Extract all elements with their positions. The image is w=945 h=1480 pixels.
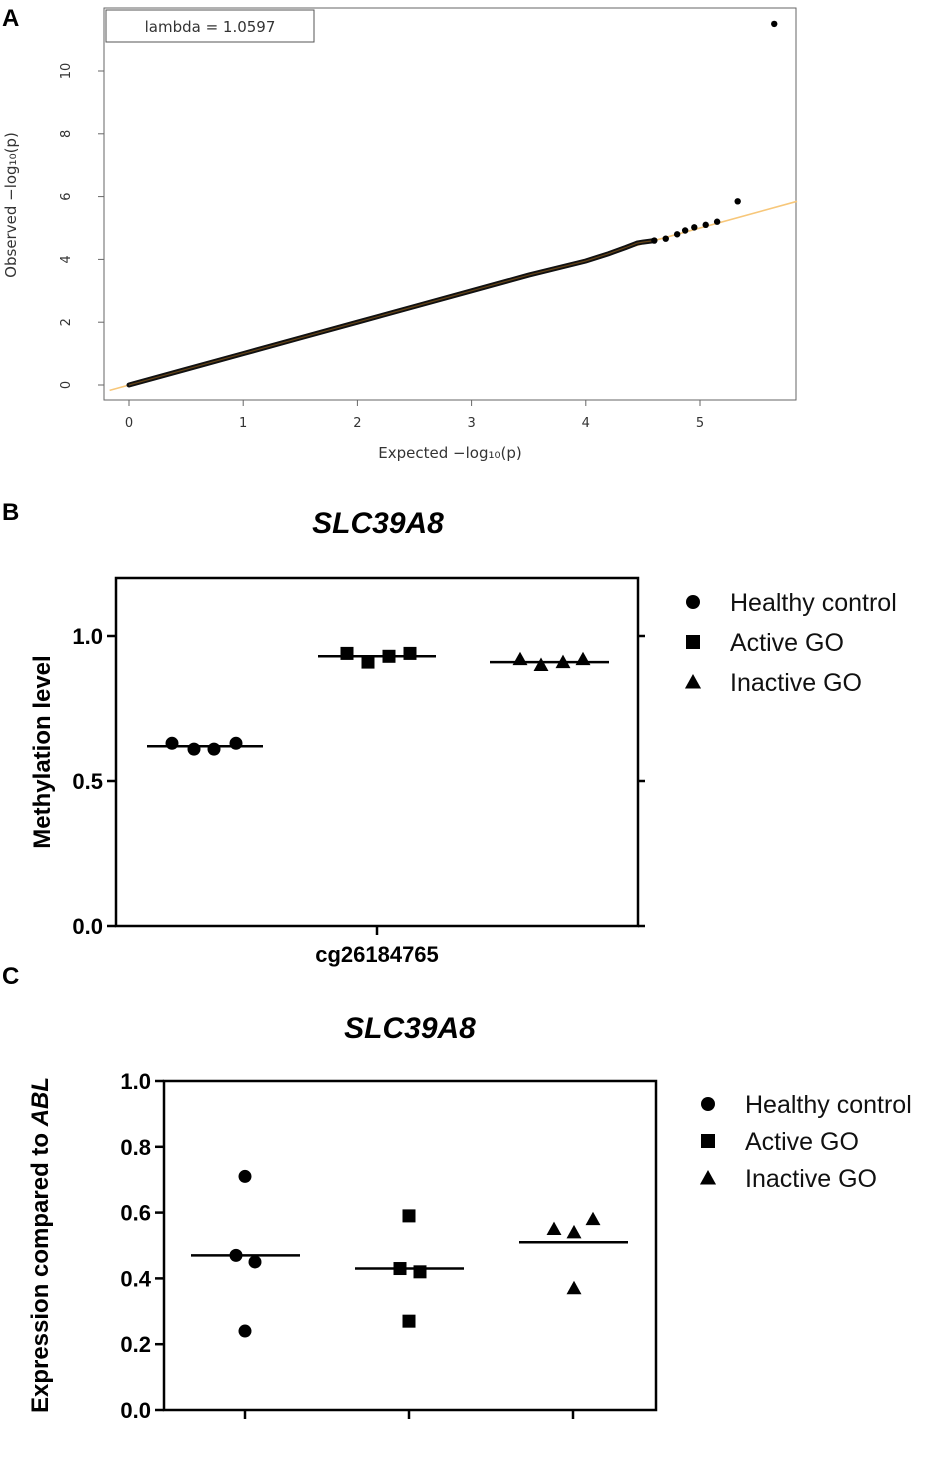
chart-b-title: SLC39A8 xyxy=(312,507,444,540)
square-marker xyxy=(361,655,375,669)
qq-y-label: Observed −log₁₀(p) xyxy=(2,132,20,278)
qq-point xyxy=(771,20,778,28)
qq-plot: 0 1 2 3 4 5 0 2 4 6 8 10 lambda = 1.0597 Expected … xyxy=(2,7,798,462)
triangle-marker xyxy=(566,1224,582,1239)
circle-marker xyxy=(229,736,243,750)
expression-plot: SLC39A8 0.0 0.2 0.4 0.6 0.8 1.0 Expression co… xyxy=(27,1012,912,1423)
qq-point xyxy=(662,235,669,242)
qq-y-tick-label: 0 xyxy=(59,381,74,389)
qq-x-tick-label: 3 xyxy=(467,416,475,431)
qq-x-tick-label: 2 xyxy=(353,416,361,431)
triangle-marker xyxy=(575,651,591,666)
qq-y-tick-label: 4 xyxy=(59,255,74,263)
square-marker xyxy=(402,1314,416,1328)
triangle-marker xyxy=(585,1211,601,1226)
legend-triangle-icon xyxy=(699,1169,717,1185)
legend-circle-icon xyxy=(686,595,700,609)
legend-label: Inactive GO xyxy=(730,669,862,697)
legend-triangle-icon xyxy=(684,673,702,689)
qq-frame xyxy=(103,7,797,401)
y-tick-label: 0.8 xyxy=(120,1135,151,1160)
triangle-marker xyxy=(555,654,571,669)
circle-marker xyxy=(207,742,221,756)
circle-marker xyxy=(165,736,179,750)
qq-x-label: Expected −log₁₀(p) xyxy=(378,444,521,462)
qq-point xyxy=(702,221,709,229)
qq-x-tick-label: 4 xyxy=(582,416,590,431)
legend-circle-icon xyxy=(701,1097,715,1111)
qq-observed-trace-highlight xyxy=(128,240,655,386)
legend-square-icon xyxy=(701,1134,715,1148)
square-marker xyxy=(340,646,354,660)
chart-c-y-label: Expression compared to ABL xyxy=(27,1077,54,1413)
chart-c-y-label-prefix: Expression compared to xyxy=(27,1126,54,1413)
y-tick-label: 1.0 xyxy=(120,1069,151,1094)
triangle-marker xyxy=(512,651,528,666)
circle-marker xyxy=(187,742,201,756)
square-marker xyxy=(402,1209,416,1223)
square-marker xyxy=(413,1265,427,1279)
y-tick-label: 0.6 xyxy=(120,1201,151,1226)
qq-point xyxy=(651,237,658,244)
qq-x-tick-label: 1 xyxy=(239,416,247,431)
circle-marker xyxy=(229,1248,243,1262)
legend-label: Healthy control xyxy=(730,589,897,617)
chart-b-legend: Healthy control Active GO Inactive GO xyxy=(684,589,897,697)
chart-b-y-axis: 0.0 0.5 1.0 xyxy=(72,624,645,939)
qq-point xyxy=(734,198,741,205)
y-tick-label: 1.0 xyxy=(72,624,103,649)
triangle-marker xyxy=(566,1280,582,1295)
legend-label: Active GO xyxy=(730,629,844,657)
circle-marker xyxy=(238,1169,252,1183)
qq-y-tick-label: 2 xyxy=(59,318,74,326)
methylation-plot: SLC39A8 0.0 0.5 1.0 cg26184765 Methylation… xyxy=(29,507,897,967)
chart-b-marks xyxy=(147,646,609,756)
qq-point xyxy=(691,224,698,231)
qq-x-axis: 0 1 2 3 4 5 xyxy=(125,400,704,431)
legend-label: Healthy control xyxy=(745,1091,912,1119)
qq-points xyxy=(126,20,778,388)
triangle-marker xyxy=(546,1221,562,1236)
qq-point xyxy=(713,218,721,225)
y-tick-label: 0.0 xyxy=(72,914,103,939)
qq-y-tick-label: 10 xyxy=(59,63,74,80)
panel-label-c: C xyxy=(2,963,19,990)
chart-c-frame xyxy=(162,1079,658,1412)
qq-point xyxy=(681,227,689,234)
chart-b-y-label: Methylation level xyxy=(29,655,56,848)
chart-c-marks xyxy=(191,1169,628,1338)
y-tick-label: 0.5 xyxy=(72,769,103,794)
legend-label: Active GO xyxy=(745,1128,859,1156)
qq-y-tick-label: 6 xyxy=(59,192,74,200)
circle-marker xyxy=(238,1324,252,1338)
y-tick-label: 0.0 xyxy=(120,1398,151,1423)
y-tick-label: 0.2 xyxy=(120,1332,151,1357)
qq-point xyxy=(673,231,681,238)
qq-y-tick-label: 8 xyxy=(59,130,74,138)
legend-square-icon xyxy=(686,635,700,649)
y-tick-label: 0.4 xyxy=(120,1266,151,1291)
chart-c-title: SLC39A8 xyxy=(344,1012,476,1045)
chart-b-x-tick-label: cg26184765 xyxy=(315,942,439,967)
lambda-box xyxy=(105,9,315,43)
qq-x-tick-label: 0 xyxy=(125,416,133,431)
chart-c-y-axis: 0.0 0.2 0.4 0.6 0.8 1.0 xyxy=(120,1069,575,1423)
square-marker xyxy=(382,649,396,663)
square-marker xyxy=(403,646,417,660)
circle-marker xyxy=(248,1255,262,1269)
qq-x-tick-label: 5 xyxy=(696,416,704,431)
triangle-marker xyxy=(533,657,549,671)
panel-label-b: B xyxy=(2,499,19,526)
qq-y-axis: 0 2 4 6 8 10 xyxy=(59,63,104,389)
chart-c-legend: Healthy control Active GO Inactive GO xyxy=(699,1091,912,1193)
legend-label: Inactive GO xyxy=(745,1165,877,1193)
chart-c-y-label-abl: ABL xyxy=(27,1077,54,1127)
panel-label-a: A xyxy=(2,5,19,32)
lambda-annotation: lambda = 1.0597 xyxy=(145,18,276,36)
square-marker xyxy=(393,1262,407,1276)
